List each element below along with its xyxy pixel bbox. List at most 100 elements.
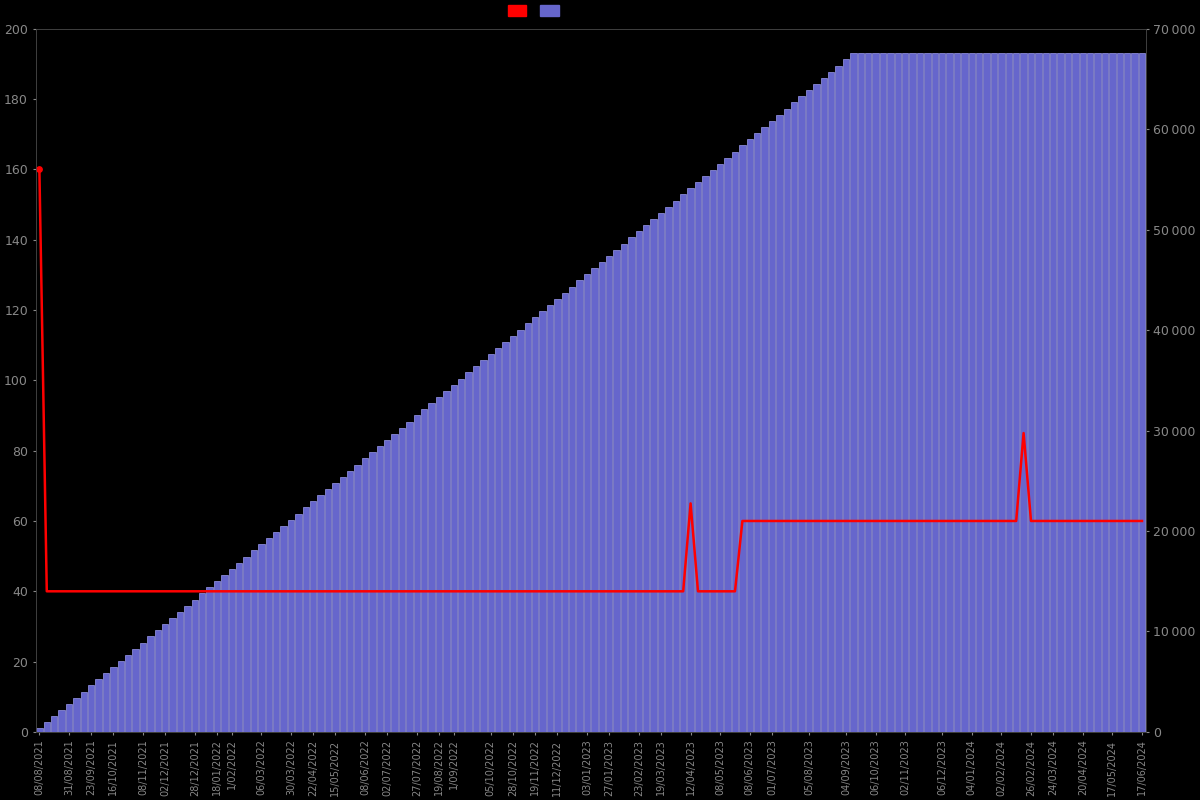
Bar [132,649,139,732]
Bar [258,544,264,732]
Bar [931,54,938,732]
Bar [858,54,864,732]
Bar [1064,54,1072,732]
Bar [524,323,530,732]
Bar [192,599,198,732]
Bar [562,293,568,732]
Bar [310,502,317,732]
Bar [1028,54,1034,732]
Bar [576,281,583,732]
Bar [872,54,878,732]
Bar [281,526,287,732]
Bar [125,654,131,732]
Bar [629,238,635,732]
Bar [592,268,598,732]
Bar [709,170,716,732]
Bar [496,348,502,732]
Bar [828,72,834,732]
Bar [473,366,479,732]
Bar [517,330,523,732]
Bar [613,250,619,732]
Bar [1073,54,1079,732]
Bar [251,550,257,732]
Bar [1020,54,1027,732]
Bar [718,164,724,732]
Bar [118,661,124,732]
Bar [185,606,191,732]
Bar [140,642,146,732]
Bar [1006,54,1012,732]
Bar [244,557,250,732]
Bar [362,458,368,732]
Bar [36,729,42,732]
Bar [910,54,916,732]
Bar [658,213,664,732]
Bar [370,452,376,732]
Bar [902,54,908,732]
Bar [214,581,220,732]
Bar [1050,54,1056,732]
Bar [547,305,553,732]
Bar [325,489,331,732]
Bar [52,716,58,732]
Bar [851,54,857,732]
Bar [199,594,205,732]
Bar [636,231,642,732]
Bar [880,54,886,732]
Bar [569,286,575,732]
Bar [103,673,109,732]
Bar [377,446,383,732]
Bar [503,342,509,732]
Bar [917,54,923,732]
Bar [414,415,420,732]
Bar [480,360,486,732]
Bar [451,385,457,732]
Bar [407,422,413,732]
Bar [354,465,361,732]
Bar [842,59,850,732]
Bar [1117,54,1123,732]
Bar [961,54,967,732]
Bar [155,630,161,732]
Bar [421,410,427,732]
Bar [650,219,656,732]
Bar [229,569,235,732]
Bar [318,495,324,732]
Bar [302,507,308,732]
Bar [110,667,116,732]
Bar [80,692,86,732]
Bar [680,194,686,732]
Bar [43,722,50,732]
Bar [88,686,95,732]
Bar [1102,54,1108,732]
Bar [725,158,731,732]
Bar [206,587,212,732]
Bar [398,428,406,732]
Bar [968,54,974,732]
Bar [814,84,820,732]
Bar [466,373,472,732]
Bar [295,514,301,732]
Bar [176,612,184,732]
Bar [66,704,72,732]
Bar [1057,54,1063,732]
Bar [332,483,338,732]
Bar [769,121,775,732]
Bar [976,54,983,732]
Bar [384,440,390,732]
Bar [954,54,960,732]
Bar [73,698,79,732]
Bar [762,127,768,732]
Bar [739,146,745,732]
Bar [895,54,901,732]
Bar [806,90,812,732]
Bar [487,354,494,732]
Bar [776,114,782,732]
Bar [991,54,997,732]
Bar [688,188,694,732]
Bar [1087,54,1093,732]
Bar [1124,54,1130,732]
Bar [340,477,346,732]
Bar [887,54,894,732]
Bar [1109,54,1116,732]
